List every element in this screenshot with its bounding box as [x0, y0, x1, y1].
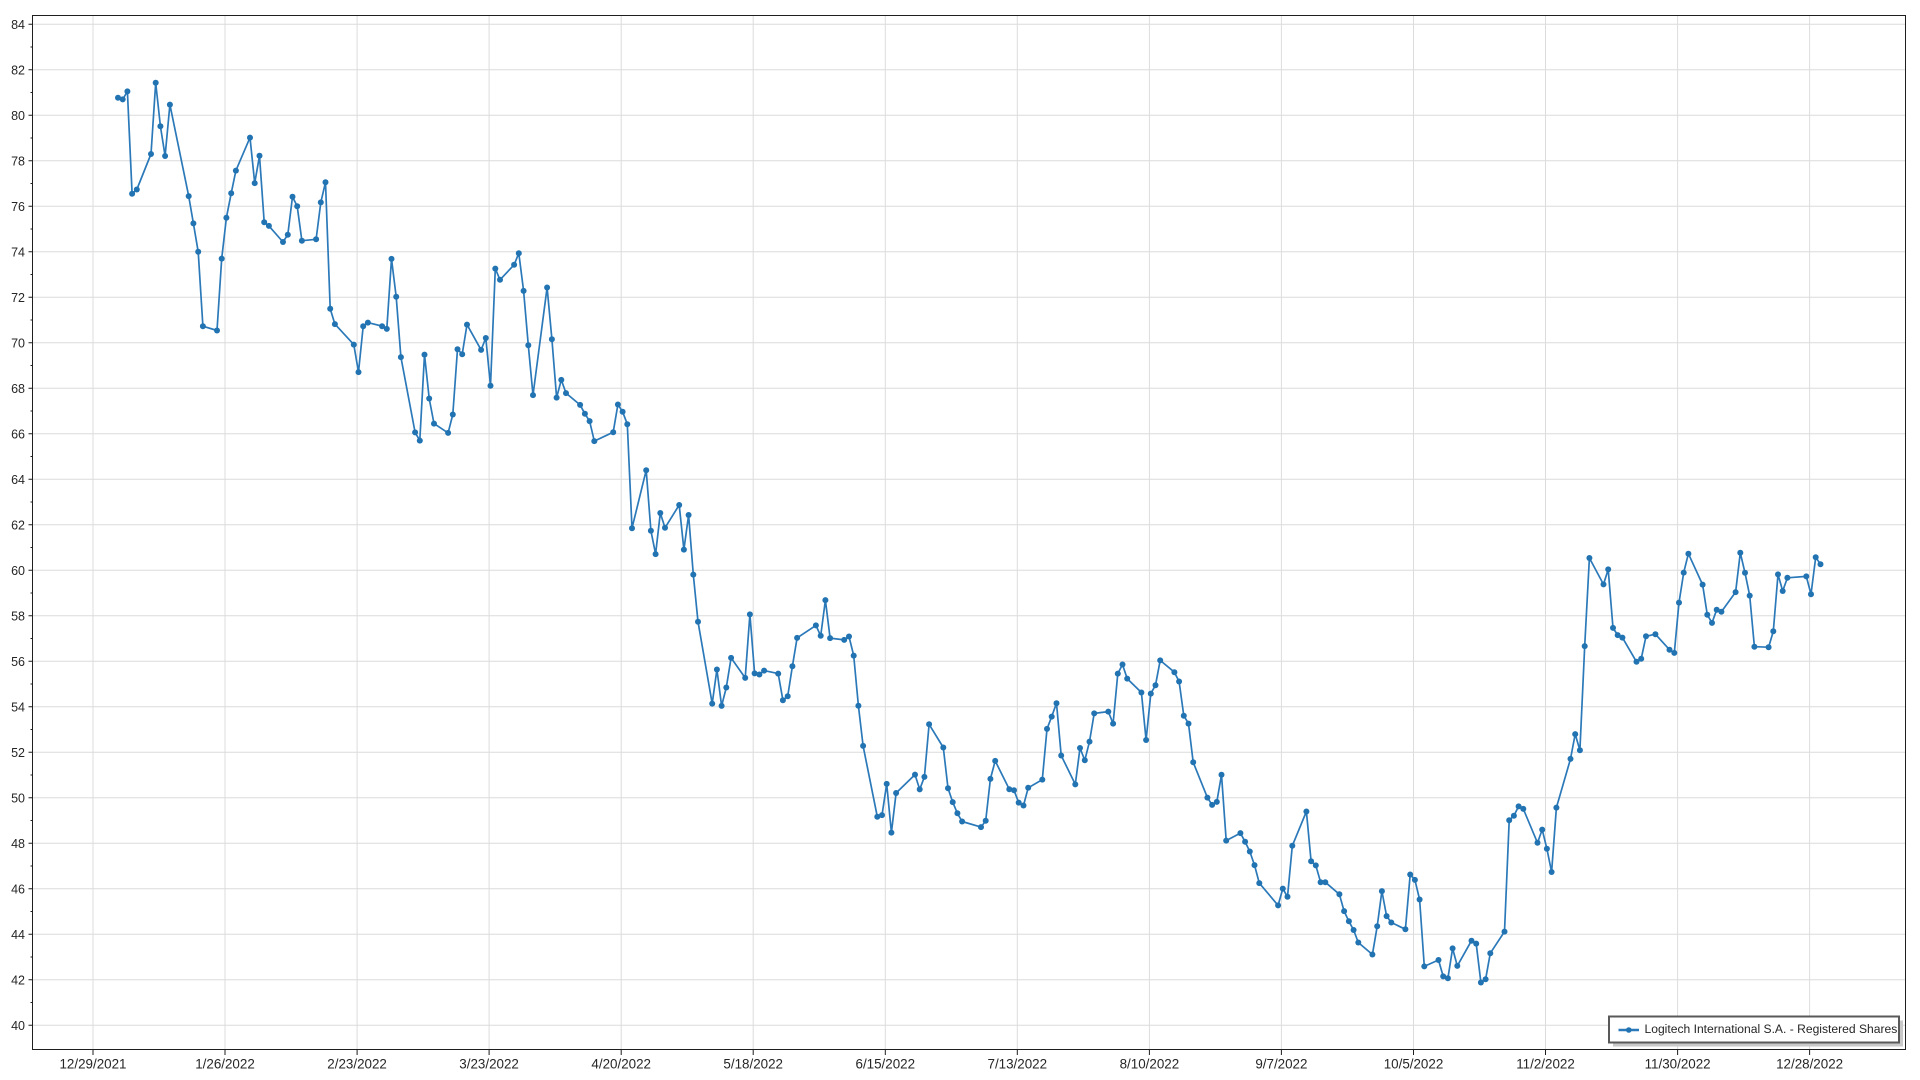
svg-text:64: 64	[11, 473, 25, 487]
svg-text:58: 58	[11, 609, 25, 623]
svg-text:78: 78	[11, 154, 25, 168]
svg-text:48: 48	[11, 837, 25, 851]
svg-text:60: 60	[11, 564, 25, 578]
svg-text:4/20/2022: 4/20/2022	[591, 1057, 651, 1072]
svg-text:46: 46	[11, 882, 25, 896]
svg-text:70: 70	[11, 336, 25, 350]
svg-text:42: 42	[11, 973, 25, 987]
svg-text:12/28/2022: 12/28/2022	[1776, 1057, 1843, 1072]
svg-text:76: 76	[11, 200, 25, 214]
svg-text:82: 82	[11, 63, 25, 77]
svg-text:5/18/2022: 5/18/2022	[723, 1057, 783, 1072]
svg-text:1/26/2022: 1/26/2022	[195, 1057, 255, 1072]
svg-text:80: 80	[11, 109, 25, 123]
svg-text:74: 74	[11, 245, 25, 259]
svg-text:11/30/2022: 11/30/2022	[1645, 1057, 1711, 1072]
svg-text:8/10/2022: 8/10/2022	[1120, 1057, 1180, 1072]
svg-text:66: 66	[11, 427, 25, 441]
svg-text:54: 54	[11, 700, 25, 714]
svg-text:44: 44	[11, 928, 25, 942]
svg-text:Logitech International S.A. -: Logitech International S.A. - Registered…	[1645, 1022, 1898, 1036]
svg-text:56: 56	[11, 655, 25, 669]
svg-text:68: 68	[11, 382, 25, 396]
svg-text:11/2/2022: 11/2/2022	[1516, 1057, 1575, 1072]
svg-text:3/23/2022: 3/23/2022	[459, 1057, 519, 1072]
svg-text:2/23/2022: 2/23/2022	[327, 1057, 387, 1072]
svg-text:6/15/2022: 6/15/2022	[856, 1057, 916, 1072]
svg-text:12/29/2021: 12/29/2021	[59, 1057, 126, 1072]
svg-text:40: 40	[11, 1019, 25, 1033]
svg-text:72: 72	[11, 291, 25, 305]
svg-text:52: 52	[11, 746, 25, 760]
svg-text:7/13/2022: 7/13/2022	[988, 1057, 1048, 1072]
svg-text:50: 50	[11, 791, 25, 805]
svg-text:84: 84	[11, 18, 25, 32]
svg-text:10/5/2022: 10/5/2022	[1384, 1057, 1444, 1072]
svg-text:62: 62	[11, 518, 25, 532]
svg-text:9/7/2022: 9/7/2022	[1255, 1057, 1307, 1072]
